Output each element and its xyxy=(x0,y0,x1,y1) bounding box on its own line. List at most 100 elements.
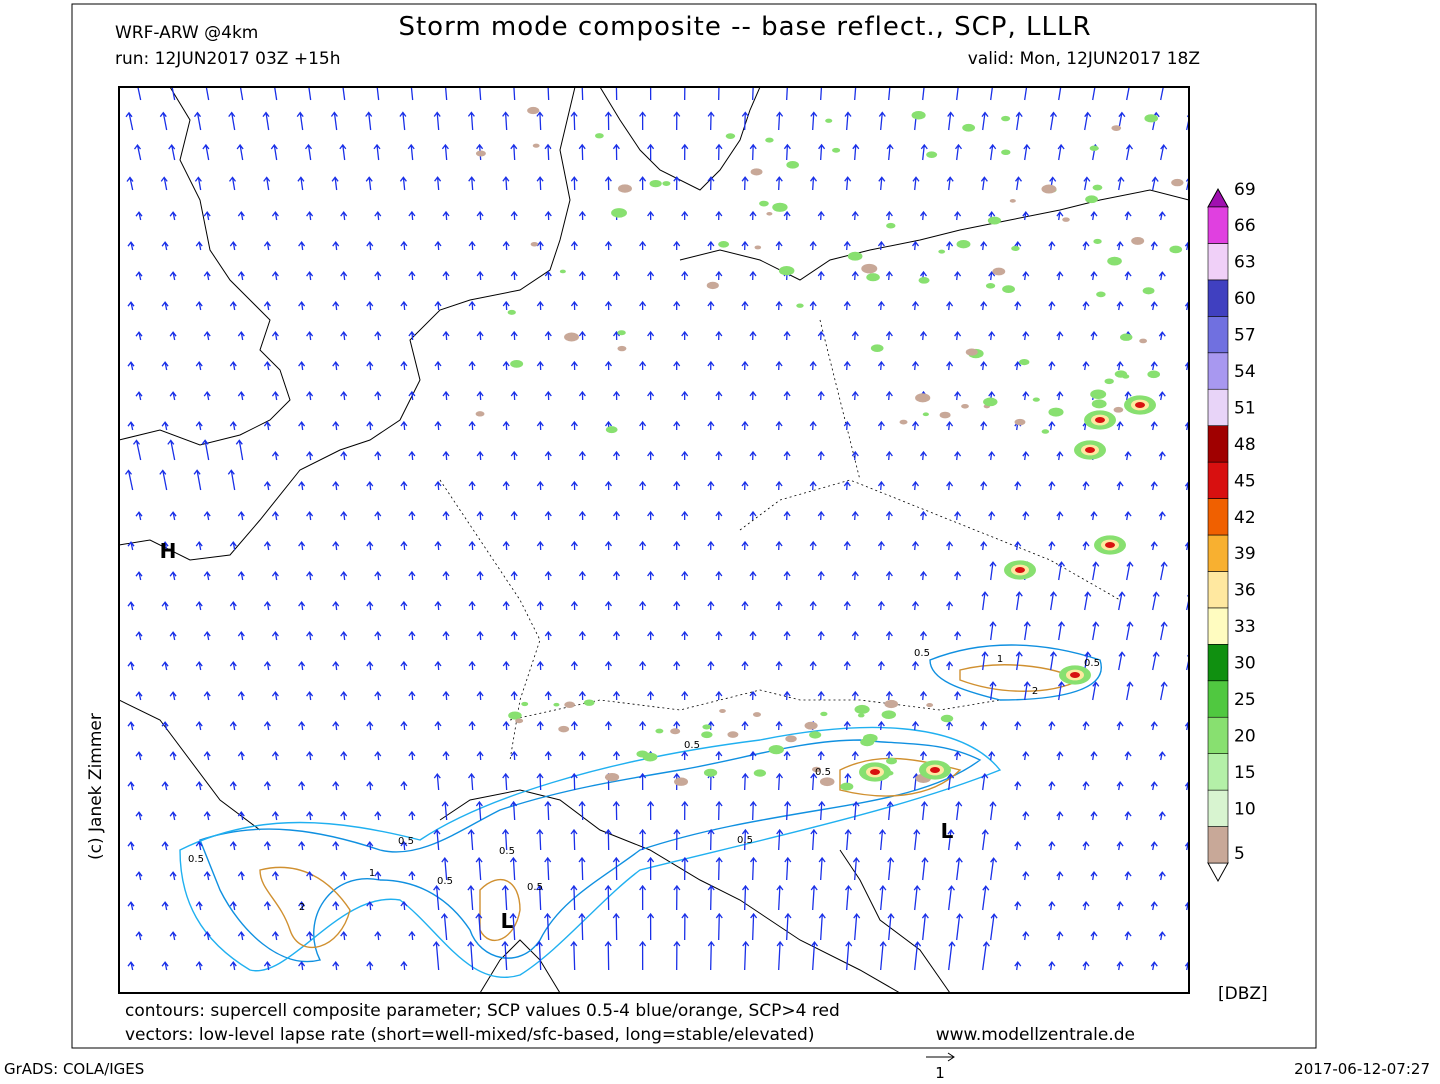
colorbar-box xyxy=(1207,644,1229,682)
cell xyxy=(706,281,719,290)
cell xyxy=(1144,114,1159,123)
map-area: 0.5 0.5 0.5 0.5 0.5 0.5 0.5 0.5 0.5 1 2 1 2 0.5 xyxy=(119,87,1189,993)
contour-label: 1 xyxy=(369,868,375,879)
cell xyxy=(1070,672,1080,678)
colorbar-label: 66 xyxy=(1234,216,1256,236)
cell xyxy=(605,426,618,434)
contour-label: 0.5 xyxy=(815,767,831,778)
cell xyxy=(611,208,627,218)
credit: (c) Janek Zimmer xyxy=(86,713,106,860)
cell xyxy=(962,123,976,132)
cell xyxy=(1095,417,1105,423)
cell xyxy=(926,151,938,158)
colorbar-box xyxy=(1207,607,1229,645)
cell xyxy=(965,348,978,356)
cell xyxy=(1131,236,1145,245)
cell xyxy=(1015,567,1025,573)
cell xyxy=(956,240,971,249)
vector-arrows xyxy=(124,87,1189,971)
colorbar-box xyxy=(1207,753,1229,791)
cell xyxy=(1091,399,1107,409)
cell xyxy=(961,403,969,409)
cell xyxy=(1002,285,1015,293)
colorbar-box xyxy=(1207,279,1229,317)
cell xyxy=(1093,238,1102,244)
colorbar-label: 25 xyxy=(1234,690,1256,710)
cell xyxy=(985,283,996,289)
cell xyxy=(583,699,595,706)
cell xyxy=(992,267,1006,276)
colorbar-box xyxy=(1207,716,1229,754)
cell xyxy=(655,728,664,734)
cell xyxy=(617,345,627,352)
contour-label: 0.5 xyxy=(398,836,414,847)
cell xyxy=(1096,291,1106,298)
cell xyxy=(701,731,713,739)
colorbar-box xyxy=(1207,789,1229,827)
colorbar-box xyxy=(1207,425,1229,463)
colorbar-box xyxy=(1207,243,1229,281)
pressure-label: L xyxy=(941,819,954,843)
cell xyxy=(1147,370,1161,379)
cell xyxy=(530,241,539,247)
site: www.modellzentrale.de xyxy=(936,1025,1135,1045)
frame xyxy=(71,3,1317,1049)
cell xyxy=(1171,178,1184,187)
colorbar-top xyxy=(1207,187,1229,208)
cell xyxy=(752,712,762,717)
cell xyxy=(1139,338,1148,344)
cell xyxy=(1001,149,1011,156)
cell xyxy=(727,731,739,738)
cell xyxy=(754,245,762,250)
cell xyxy=(674,777,689,786)
wind-vectors xyxy=(124,87,1189,971)
cell xyxy=(670,728,681,735)
cell xyxy=(938,249,946,254)
cell xyxy=(866,273,880,282)
cell xyxy=(1014,418,1026,426)
cell xyxy=(725,133,736,139)
cell xyxy=(750,168,763,176)
cell xyxy=(861,263,878,274)
cell xyxy=(1107,256,1122,266)
unit: [DBZ] xyxy=(1218,984,1268,1004)
cell xyxy=(847,251,863,261)
cell xyxy=(564,332,579,342)
colorbar-label: 30 xyxy=(1234,654,1256,674)
colorbar-label: 5 xyxy=(1234,844,1245,864)
cell xyxy=(820,711,828,717)
cell xyxy=(1135,402,1145,408)
scp-contours xyxy=(179,644,1102,978)
colorbar-label: 69 xyxy=(1234,180,1256,200)
cell xyxy=(1001,115,1011,122)
map-border xyxy=(118,86,1190,994)
colorbar-label: 57 xyxy=(1234,326,1256,346)
cell xyxy=(881,710,897,720)
cell xyxy=(759,200,769,207)
cell xyxy=(719,708,726,713)
colorbar-box xyxy=(1207,316,1229,354)
contours-note: contours: supercell composite parameter;… xyxy=(125,1001,840,1021)
cell xyxy=(765,137,774,143)
scale-arrowhead xyxy=(947,1052,955,1062)
cell xyxy=(940,714,954,723)
contour-labels: 0.5 0.5 0.5 0.5 0.5 0.5 0.5 0.5 0.5 1 2 1 2 0.5 xyxy=(188,648,1100,913)
cell xyxy=(475,150,486,157)
cell xyxy=(1092,184,1103,191)
pressure-label: L xyxy=(501,909,514,933)
cell xyxy=(768,745,784,755)
cell xyxy=(558,725,570,733)
cell xyxy=(926,703,934,708)
borders xyxy=(439,319,1121,761)
cell xyxy=(870,769,880,775)
cell xyxy=(1111,125,1122,132)
cell xyxy=(918,277,930,284)
contour-label: 0.5 xyxy=(499,846,515,857)
cell xyxy=(1062,217,1070,222)
cell xyxy=(703,768,718,777)
cell xyxy=(825,118,833,123)
pressure-label: H xyxy=(160,539,177,563)
cell xyxy=(840,782,854,791)
